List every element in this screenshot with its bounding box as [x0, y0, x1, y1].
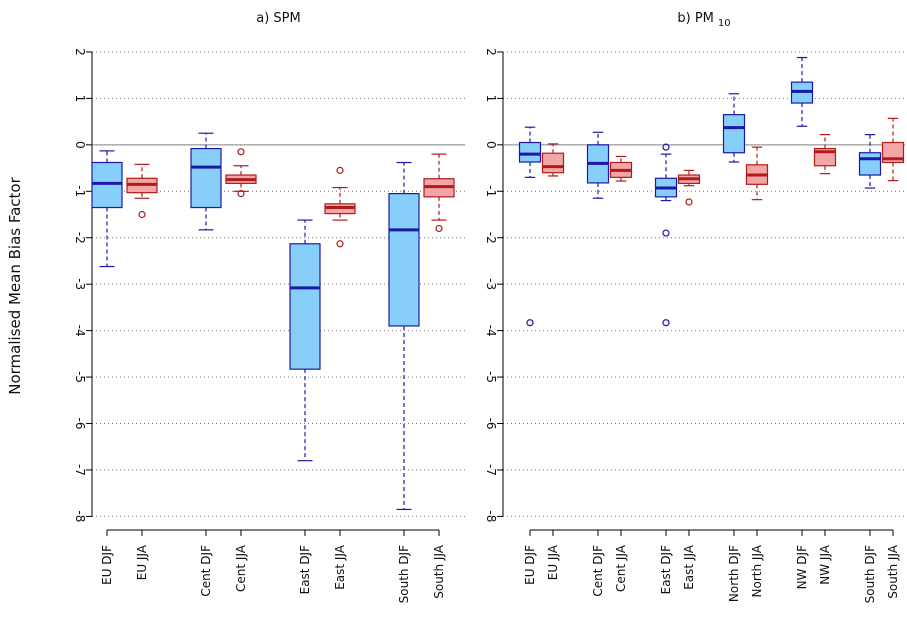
y-tick-label: -1 [484, 185, 498, 197]
outlier [526, 319, 534, 327]
y-tick-label: -6 [73, 418, 87, 430]
y-tick-label: -3 [484, 278, 498, 290]
x-tick-label: South DJF [397, 545, 411, 603]
chart-title: a) SPM [256, 11, 300, 26]
x-tick-label: Cent JJA [234, 544, 248, 592]
y-tick-label: -3 [73, 278, 87, 290]
box [858, 152, 882, 176]
x-tick-label: NW JJA [818, 544, 832, 585]
y-tick-label: 2 [484, 48, 498, 56]
y-tick-label: -5 [484, 371, 498, 383]
outlier [336, 240, 344, 248]
x-tick-label: East JJA [333, 544, 347, 590]
x-tick-label: NW DJF [795, 545, 809, 589]
outlier [138, 210, 146, 219]
y-tick-label: 2 [73, 48, 87, 56]
outlier [435, 224, 443, 233]
box [190, 147, 222, 209]
x-tick-label: North DJF [727, 545, 741, 602]
outlier [662, 229, 670, 237]
x-tick-label: EU JJA [135, 544, 149, 580]
y-tick-label: 1 [484, 95, 498, 103]
x-tick-label: EU DJF [523, 545, 537, 585]
outlier [662, 319, 670, 327]
x-tick-label: EU JJA [546, 544, 560, 580]
y-tick-label: 0 [484, 141, 498, 149]
x-tick-label: South JJA [432, 544, 446, 599]
outlier [662, 143, 670, 151]
box [388, 193, 420, 327]
y-tick-label: -5 [73, 371, 87, 383]
box [722, 114, 746, 154]
x-tick-label: South DJF [863, 545, 877, 603]
y-tick-label: -6 [484, 418, 498, 430]
y-tick-label: -2 [73, 232, 87, 244]
y-tick-label: 0 [73, 141, 87, 149]
x-tick-label: North JJA [750, 544, 764, 597]
outlier [685, 198, 693, 206]
y-tick-label: -4 [484, 325, 498, 337]
x-tick-label: EU DJF [100, 545, 114, 585]
y-tick-label: 1 [73, 95, 87, 103]
x-tick-label: Cent DJF [591, 545, 605, 597]
y-tick-label: -8 [484, 510, 498, 522]
y-tick-label: -7 [73, 464, 87, 476]
x-tick-label: Cent DJF [199, 545, 213, 597]
outlier [237, 190, 245, 198]
x-tick-label: East JJA [682, 544, 696, 590]
x-tick-label: East DJF [298, 545, 312, 594]
box [289, 243, 321, 370]
y-tick-label: -4 [73, 325, 87, 337]
box [541, 152, 565, 174]
y-axis-label: Normalised Mean Bias Factor [6, 176, 24, 394]
outlier [336, 166, 344, 174]
y-tick-label: -2 [484, 232, 498, 244]
outlier [237, 148, 245, 156]
chart-title: b) PM 10 [677, 11, 730, 29]
y-tick-label: -1 [73, 185, 87, 197]
x-tick-label: South JJA [886, 544, 900, 599]
x-tick-label: Cent JJA [614, 544, 628, 592]
box [91, 161, 123, 209]
x-tick-label: East DJF [659, 545, 673, 594]
title-subscript: 10 [718, 18, 731, 29]
box [518, 141, 542, 163]
y-tick-label: -7 [484, 464, 498, 476]
y-tick-label: -8 [73, 510, 87, 522]
